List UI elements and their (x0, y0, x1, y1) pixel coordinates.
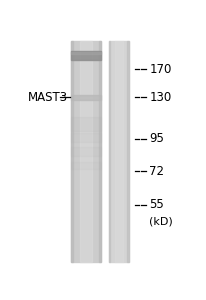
Bar (109, 40, 128, 262)
Bar (70, 95, 101, 100)
Bar (70, 40, 101, 262)
Bar (70, 51, 101, 60)
Bar (70, 40, 72, 262)
Bar (80, 40, 92, 262)
Bar (70, 133, 101, 142)
Text: 72: 72 (149, 165, 164, 178)
Bar (99, 40, 101, 262)
Text: 95: 95 (149, 132, 164, 145)
Text: 55: 55 (149, 198, 163, 211)
Text: 130: 130 (149, 91, 171, 104)
Text: MAST3: MAST3 (27, 91, 67, 104)
Bar (70, 147, 101, 156)
Bar (115, 40, 122, 262)
Bar (70, 162, 101, 169)
Text: 170: 170 (149, 63, 171, 76)
Bar (127, 40, 128, 262)
Bar (109, 40, 110, 262)
Text: (kD): (kD) (149, 217, 172, 227)
Bar (70, 52, 101, 54)
Bar (70, 117, 101, 131)
